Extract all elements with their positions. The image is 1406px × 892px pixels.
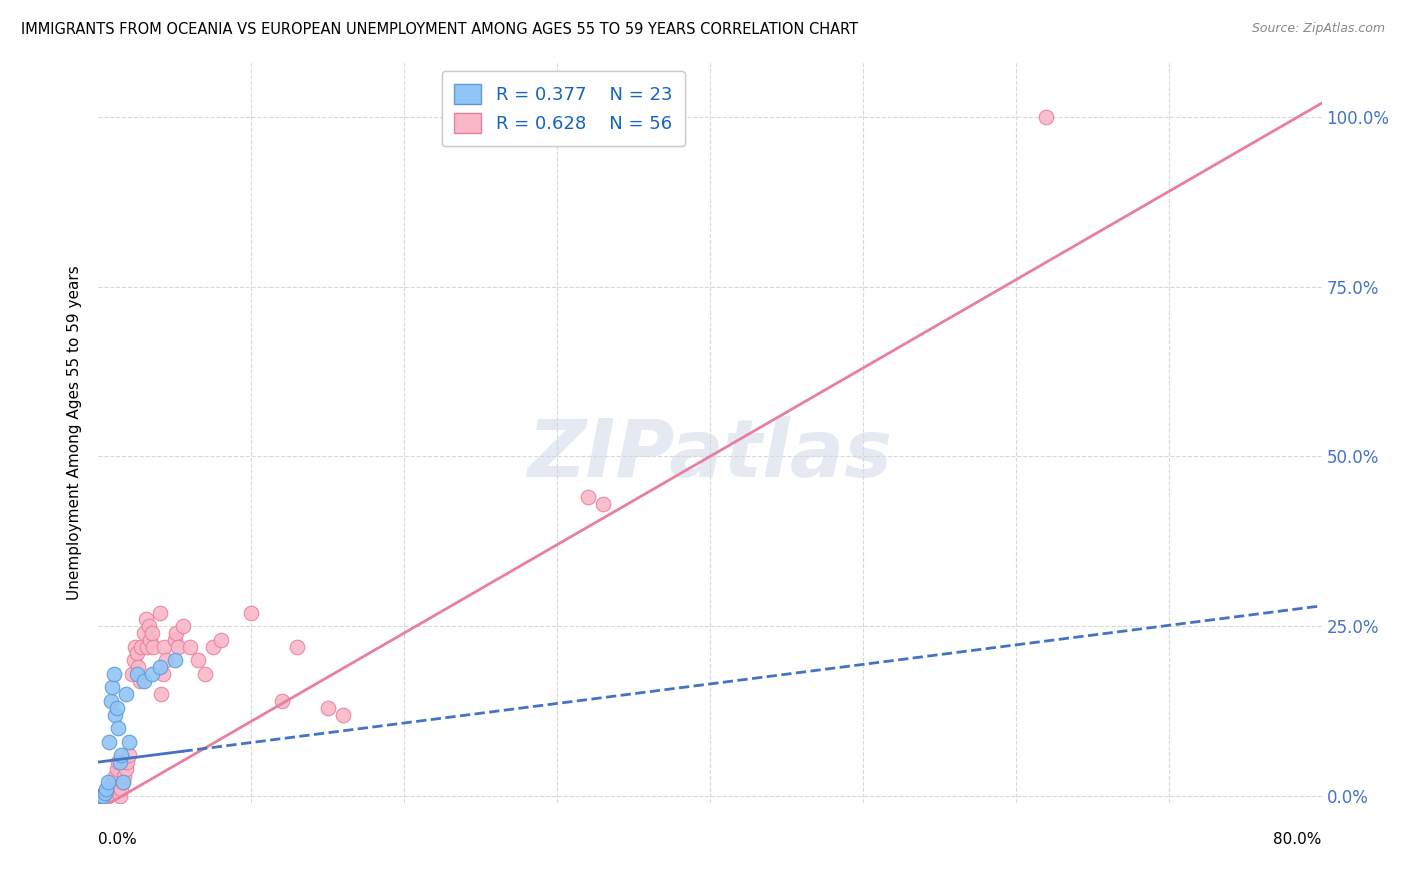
Point	[163, 632, 186, 647]
Text: 80.0%: 80.0%	[1274, 832, 1322, 847]
Point	[117, 755, 139, 769]
Point	[118, 748, 141, 763]
Point	[134, 626, 156, 640]
Point	[155, 653, 177, 667]
Point	[124, 640, 146, 654]
Point	[138, 619, 160, 633]
Point	[104, 769, 127, 783]
Point	[111, 775, 134, 789]
Point	[285, 640, 308, 654]
Point	[104, 707, 127, 722]
Point	[202, 640, 225, 654]
Text: Source: ZipAtlas.com: Source: ZipAtlas.com	[1251, 22, 1385, 36]
Point	[149, 606, 172, 620]
Point	[110, 782, 132, 797]
Point	[103, 775, 125, 789]
Point	[100, 694, 122, 708]
Point	[105, 700, 128, 714]
Point	[125, 666, 148, 681]
Point	[91, 789, 114, 803]
Point	[111, 775, 134, 789]
Point	[142, 640, 165, 654]
Point	[108, 755, 131, 769]
Point	[316, 700, 339, 714]
Point	[93, 789, 115, 803]
Point	[90, 789, 112, 803]
Point	[103, 666, 125, 681]
Point	[91, 789, 114, 803]
Point	[139, 632, 162, 647]
Point	[94, 782, 117, 797]
Point	[107, 721, 129, 735]
Point	[150, 687, 173, 701]
Point	[94, 789, 117, 803]
Point	[97, 775, 120, 789]
Text: IMMIGRANTS FROM OCEANIA VS EUROPEAN UNEMPLOYMENT AMONG AGES 55 TO 59 YEARS CORRE: IMMIGRANTS FROM OCEANIA VS EUROPEAN UNEM…	[21, 22, 858, 37]
Point	[89, 789, 111, 803]
Point	[108, 789, 131, 803]
Point	[127, 660, 149, 674]
Point	[136, 640, 159, 654]
Point	[240, 606, 263, 620]
Legend: R = 0.377    N = 23, R = 0.628    N = 56: R = 0.377 N = 23, R = 0.628 N = 56	[441, 71, 685, 145]
Point	[110, 748, 132, 763]
Point	[332, 707, 354, 722]
Point	[98, 734, 121, 748]
Point	[167, 640, 190, 654]
Point	[112, 769, 135, 783]
Point	[128, 673, 150, 688]
Point	[98, 782, 121, 797]
Point	[89, 789, 111, 803]
Point	[592, 497, 614, 511]
Point	[118, 734, 141, 748]
Point	[115, 687, 138, 701]
Point	[135, 612, 157, 626]
Point	[165, 626, 187, 640]
Point	[93, 786, 115, 800]
Point	[152, 666, 174, 681]
Point	[100, 782, 122, 797]
Point	[129, 640, 152, 654]
Point	[105, 762, 128, 776]
Point	[97, 789, 120, 803]
Point	[125, 646, 148, 660]
Point	[153, 640, 176, 654]
Point	[179, 640, 201, 654]
Point	[149, 660, 172, 674]
Point	[209, 632, 232, 647]
Point	[122, 653, 145, 667]
Text: ZIPatlas: ZIPatlas	[527, 416, 893, 494]
Point	[101, 775, 124, 789]
Point	[90, 789, 112, 803]
Point	[172, 619, 194, 633]
Text: 0.0%: 0.0%	[98, 832, 138, 847]
Point	[121, 666, 143, 681]
Point	[187, 653, 209, 667]
Point	[141, 666, 163, 681]
Y-axis label: Unemployment Among Ages 55 to 59 years: Unemployment Among Ages 55 to 59 years	[67, 265, 83, 600]
Point	[1035, 110, 1057, 124]
Point	[141, 626, 163, 640]
Point	[115, 762, 138, 776]
Point	[270, 694, 292, 708]
Point	[163, 653, 186, 667]
Point	[134, 673, 156, 688]
Point	[107, 755, 129, 769]
Point	[576, 490, 599, 504]
Point	[101, 681, 124, 695]
Point	[194, 666, 217, 681]
